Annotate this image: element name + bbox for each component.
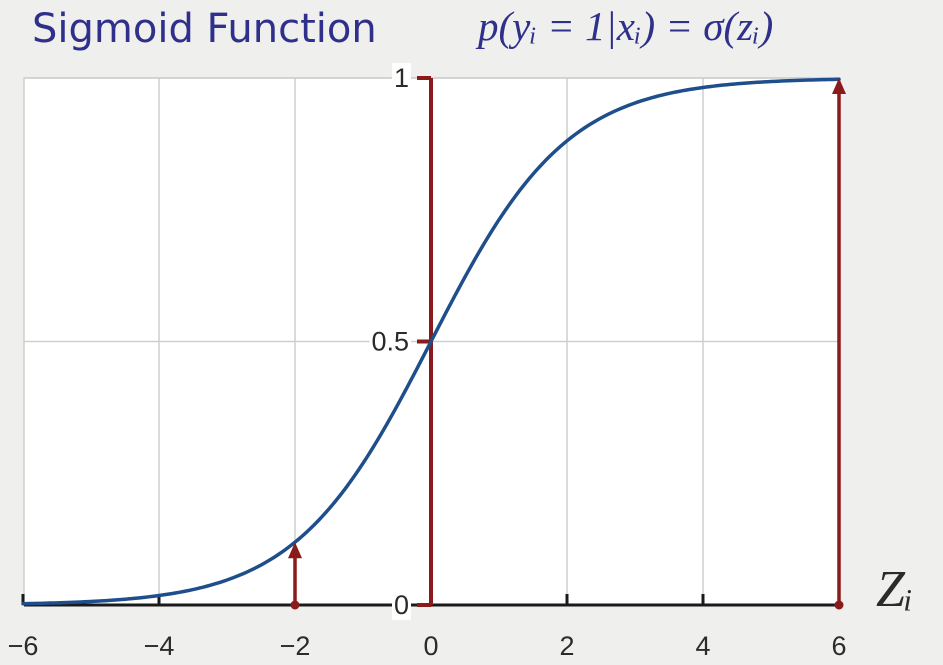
- y-tick-label-backing: [391, 63, 411, 93]
- arrows: [288, 78, 846, 610]
- y-tick-label: 0.5: [371, 327, 409, 357]
- chart-title: Sigmoid Function: [32, 6, 377, 52]
- arrow-head: [832, 78, 846, 94]
- x-tick-label: −4: [144, 631, 175, 661]
- series: [21, 77, 841, 606]
- sigmoid-curve: [21, 77, 841, 606]
- x-tick-label: 2: [559, 631, 574, 661]
- x-tick-label: −6: [8, 631, 39, 661]
- x-axis-label: Zᵢ: [876, 561, 913, 618]
- y-tick-label: 1: [394, 63, 409, 93]
- y-tick-label: 0: [394, 590, 409, 620]
- arrow-head: [288, 542, 302, 559]
- x-tick-label: 6: [831, 631, 846, 661]
- x-tick-label: 4: [695, 631, 710, 661]
- chart-formula: p(yᵢ = 1|xᵢ) = σ(zᵢ): [478, 3, 774, 49]
- x-tick-label: 0: [423, 631, 438, 661]
- y-tick-label-backing: [391, 590, 411, 620]
- x-tick-label: −2: [280, 631, 311, 661]
- tick-labels: −6 −4 −2 0 2 4 6 0 0.5 1: [8, 63, 847, 661]
- y-tick-label-backing: [369, 326, 411, 357]
